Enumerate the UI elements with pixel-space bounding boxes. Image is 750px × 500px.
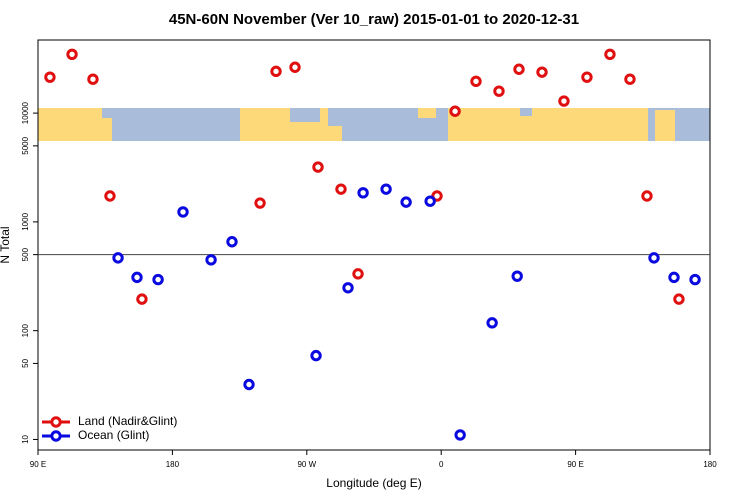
point [486,317,498,329]
point [243,378,255,391]
map-strip [38,108,710,141]
point [513,63,525,75]
point [641,190,653,202]
point [312,161,324,173]
point [131,271,143,284]
point [357,187,369,199]
point [66,48,78,61]
legend: Land (Nadir&Glint)Ocean (Glint) [42,414,177,442]
legend-marker [50,416,62,428]
x-tick-label: 90 E [30,460,46,469]
point [424,195,436,207]
point [454,429,466,441]
y-axis-label: N Total [0,226,12,263]
point [604,48,616,61]
point [380,183,392,195]
point [152,273,164,286]
x-tick-label: 180 [166,460,180,469]
legend-marker [50,430,62,442]
y-tick-label: 1000 [21,212,30,230]
point [400,196,412,208]
point [493,85,505,97]
point [624,73,636,85]
point [136,293,148,305]
point [352,268,364,280]
x-tick-label: 90 E [567,460,583,469]
point [668,271,680,284]
point [104,190,116,202]
point [87,73,99,85]
y-tick-label: 50 [21,358,30,367]
y-tick-label: 100 [21,323,30,337]
point [536,66,548,78]
x-axis-label: Longitude (deg E) [326,476,421,490]
point [205,254,217,266]
point [470,75,482,88]
x-tick-label: 90 W [297,460,316,469]
point [254,197,266,209]
point [648,252,660,264]
point [581,71,593,83]
point [226,236,238,248]
point [558,95,570,107]
point [270,65,282,78]
point [689,273,701,286]
point [177,206,189,218]
point [335,183,347,195]
point [310,349,322,362]
y-tick-label: 500 [21,247,30,261]
y-tick-label: 10000 [21,101,30,124]
point [289,61,301,73]
legend-label: Ocean (Glint) [78,428,149,442]
x-tick-label: 180 [703,460,717,469]
point [449,105,461,117]
point [673,293,685,305]
point [511,270,523,282]
x-tick-label: 0 [439,460,444,469]
point [112,252,124,264]
y-tick-label: 5000 [21,136,30,154]
plot-frame [37,39,711,451]
point [342,282,354,294]
chart-title: 45N-60N November (Ver 10_raw) 2015-01-01… [169,11,579,28]
legend-label: Land (Nadir&Glint) [78,414,177,428]
point [44,71,56,83]
y-tick-label: 10 [21,434,30,443]
